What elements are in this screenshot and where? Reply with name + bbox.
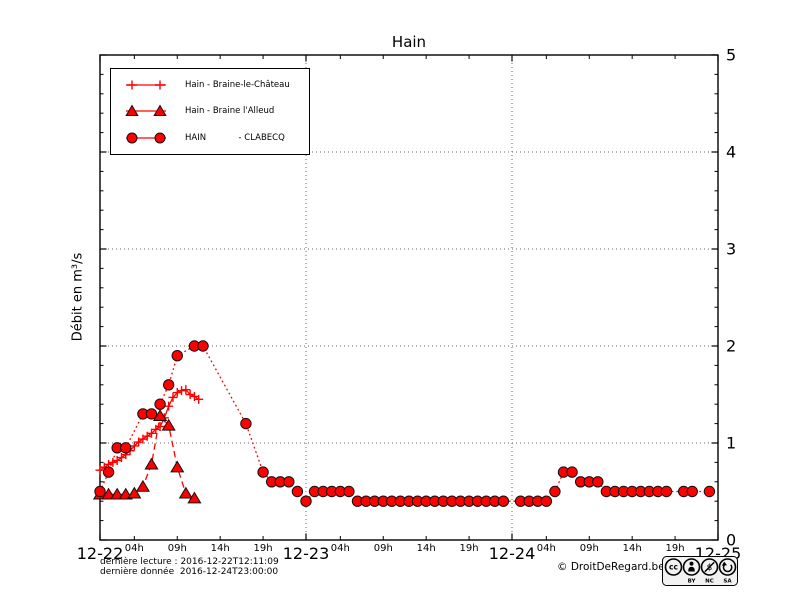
- data-point-circle: [197, 340, 209, 352]
- cc-logo-icon: cc: [664, 558, 683, 576]
- hour-tick-label: 09h: [580, 543, 599, 554]
- data-point-triangle: [101, 487, 116, 500]
- data-point-triangle: [170, 460, 185, 473]
- hour-tick-label: 09h: [374, 543, 393, 554]
- data-point-triangle: [127, 486, 142, 499]
- legend: Hain - Braine-le-Château Hain - Braine l…: [110, 68, 310, 155]
- hour-tick-label: 04h: [331, 543, 350, 554]
- data-point-circle: [343, 485, 355, 498]
- non-commercial-icon: $: [700, 558, 719, 576]
- circle-marker-sample-icon: [126, 132, 166, 144]
- data-point-plus: [129, 441, 139, 451]
- last-data-note: dernière donnée 2016-12-24T23:00:00: [100, 567, 279, 577]
- last-reading-note: dernière lecture : 2016-12-22T12:11:09: [100, 557, 279, 567]
- data-point-plus: [185, 390, 195, 399]
- data-point-circle: [283, 476, 295, 488]
- cc-by-label: BY: [688, 579, 697, 585]
- y-tick-label: 4: [726, 143, 736, 162]
- data-point-plus: [164, 401, 174, 411]
- copyright-text: © DroitDeRegard.be: [557, 561, 665, 573]
- plot-frame: [99, 54, 719, 541]
- legend-row-clabecq: HAIN - CLABECQ: [111, 125, 309, 151]
- svg-text:$: $: [707, 563, 713, 573]
- share-alike-icon: [718, 558, 737, 576]
- cc-nc-label: NC: [705, 579, 714, 585]
- data-point-circle: [94, 485, 106, 498]
- data-point-triangle: [187, 491, 202, 504]
- data-point-circle: [291, 485, 304, 498]
- y-axis-label: Débit en m³/s: [70, 252, 86, 342]
- series-line: [99, 345, 710, 503]
- legend-label-braine-l-alleud: Hain - Braine l'Alleud: [185, 106, 275, 117]
- y-tick-label: 2: [726, 337, 736, 356]
- data-point-circle: [540, 495, 553, 507]
- data-point-circle: [703, 485, 716, 498]
- data-point-triangle: [144, 457, 159, 470]
- data-point-circle: [162, 379, 175, 391]
- day-tick-label: 12-24: [489, 544, 536, 563]
- hour-tick-label: 04h: [537, 543, 556, 554]
- legend-label-braine-le-chateau: Hain - Braine-le-Château: [185, 80, 290, 91]
- hour-tick-label: 14h: [211, 543, 230, 554]
- legend-label-clabecq: HAIN - CLABECQ: [185, 132, 285, 143]
- svg-text:cc: cc: [669, 563, 678, 572]
- data-point-plus: [194, 394, 204, 404]
- data-point-circle: [592, 476, 604, 488]
- data-point-circle: [549, 485, 561, 498]
- hour-tick-label: 19h: [666, 543, 685, 554]
- attribution-icon: [682, 558, 701, 576]
- chart-title: Hain: [391, 33, 427, 51]
- plus-marker-sample-icon: [126, 80, 166, 90]
- data-point-circle: [171, 350, 183, 362]
- hour-tick-label: 19h: [254, 543, 273, 554]
- data-point-circle: [154, 398, 166, 410]
- data-point-circle: [145, 408, 158, 420]
- data-point-triangle: [178, 486, 193, 499]
- y-tick-label: 5: [726, 46, 736, 65]
- legend-row-braine-l-alleud: Hain - Braine l'Alleud: [111, 98, 309, 124]
- triangle-marker-sample-icon: [125, 104, 167, 117]
- hour-tick-label: 19h: [460, 543, 479, 554]
- cc-sa-label: SA: [723, 579, 732, 585]
- legend-row-braine-le-chateau: Hain - Braine-le-Château: [111, 72, 309, 98]
- data-point-plus: [168, 392, 178, 402]
- data-point-triangle: [135, 479, 150, 492]
- data-point-triangle: [161, 418, 176, 431]
- data-point-circle: [686, 485, 698, 498]
- data-point-circle: [120, 442, 132, 454]
- data-point-circle: [240, 417, 252, 430]
- data-point-circle: [257, 466, 269, 478]
- y-tick-label: 3: [726, 240, 736, 259]
- data-point-circle: [300, 495, 312, 507]
- hour-tick-label: 04h: [125, 543, 144, 554]
- series-line: [99, 388, 200, 471]
- data-point-plus: [181, 385, 191, 395]
- data-point-plus: [177, 386, 187, 396]
- y-tick-label: 0: [726, 531, 736, 550]
- data-point-plus: [108, 457, 118, 467]
- data-point-circle: [497, 495, 510, 507]
- data-point-plus: [155, 422, 165, 432]
- day-tick-label: 12-23: [283, 544, 330, 563]
- data-point-circle: [660, 485, 673, 498]
- hour-tick-label: 14h: [417, 543, 436, 554]
- data-point-circle: [102, 466, 115, 478]
- hour-tick-label: 09h: [168, 543, 187, 554]
- cc-license-badge: cc $ BY NC SA: [662, 556, 738, 586]
- data-point-plus: [147, 428, 156, 438]
- hour-tick-label: 14h: [623, 543, 642, 554]
- data-point-triangle: [110, 487, 125, 500]
- day-tick-label: 12-22: [77, 544, 124, 563]
- y-tick-label: 1: [726, 434, 736, 453]
- data-point-plus: [172, 388, 182, 398]
- data-point-circle: [566, 466, 578, 478]
